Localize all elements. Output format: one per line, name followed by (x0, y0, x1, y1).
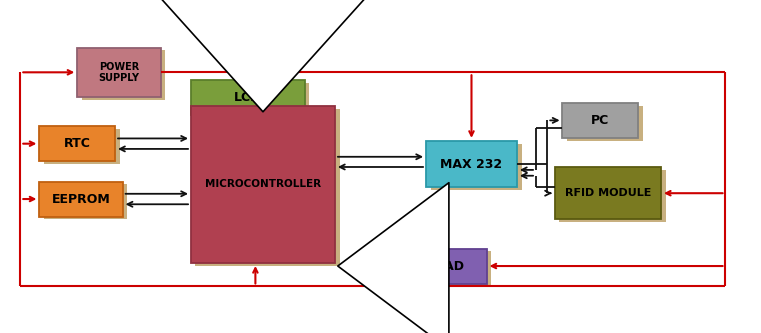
Bar (431, 144, 521, 190)
Bar (567, 106, 643, 141)
Bar (426, 141, 517, 187)
Bar (77, 48, 161, 97)
Bar (388, 248, 486, 283)
Bar (44, 184, 127, 219)
Bar (196, 109, 339, 266)
Bar (191, 106, 335, 263)
Bar (81, 51, 165, 100)
Bar (555, 167, 661, 219)
Bar (44, 129, 119, 164)
Text: RFID MODULE: RFID MODULE (565, 188, 651, 198)
Text: MAX 232: MAX 232 (441, 158, 502, 170)
Bar (40, 126, 115, 161)
Bar (40, 181, 123, 216)
Text: PC: PC (591, 114, 610, 127)
Bar (393, 251, 491, 286)
Text: KEYPAD: KEYPAD (410, 259, 465, 272)
Bar (562, 103, 638, 138)
Text: MICROCONTROLLER: MICROCONTROLLER (205, 179, 321, 189)
Text: EEPROM: EEPROM (52, 192, 110, 205)
Bar (191, 80, 304, 115)
Bar (196, 83, 309, 118)
Text: LCD: LCD (234, 91, 262, 104)
Bar (559, 170, 666, 222)
Text: RTC: RTC (64, 137, 91, 150)
Text: POWER
SUPPLY: POWER SUPPLY (98, 62, 139, 83)
